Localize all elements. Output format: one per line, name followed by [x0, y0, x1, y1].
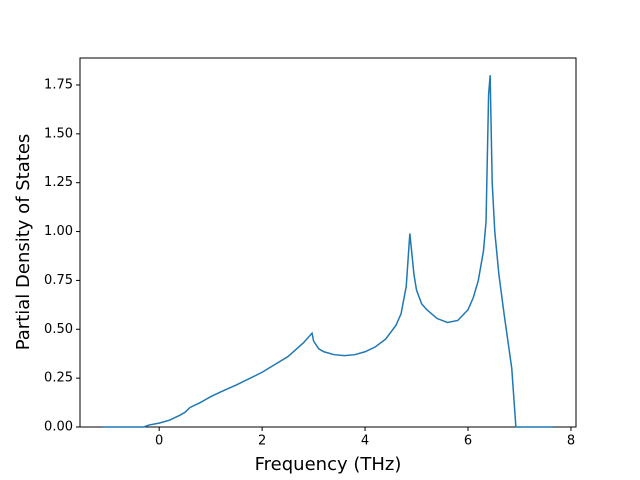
x-tick-label: 4: [361, 434, 369, 449]
y-tick-label: 0.75: [44, 273, 73, 288]
y-tick-label: 0.50: [44, 322, 73, 337]
y-tick-label: 0.00: [44, 420, 73, 435]
y-tick-label: 0.25: [44, 371, 73, 386]
x-tick-label: 8: [567, 434, 575, 449]
y-tick-label: 1.75: [44, 77, 73, 92]
data-line: [102, 75, 553, 428]
y-tick-label: 1.50: [44, 126, 73, 141]
x-tick-label: 6: [464, 434, 472, 449]
axes-frame: [79, 57, 577, 428]
y-tick-label: 1.00: [44, 224, 73, 239]
y-tick-label: 1.25: [44, 175, 73, 190]
x-tick-label: 2: [258, 434, 266, 449]
x-tick-label: 0: [155, 434, 163, 449]
x-axis-label: Frequency (THz): [255, 454, 402, 475]
y-axis-label: Partial Density of States: [13, 134, 34, 351]
